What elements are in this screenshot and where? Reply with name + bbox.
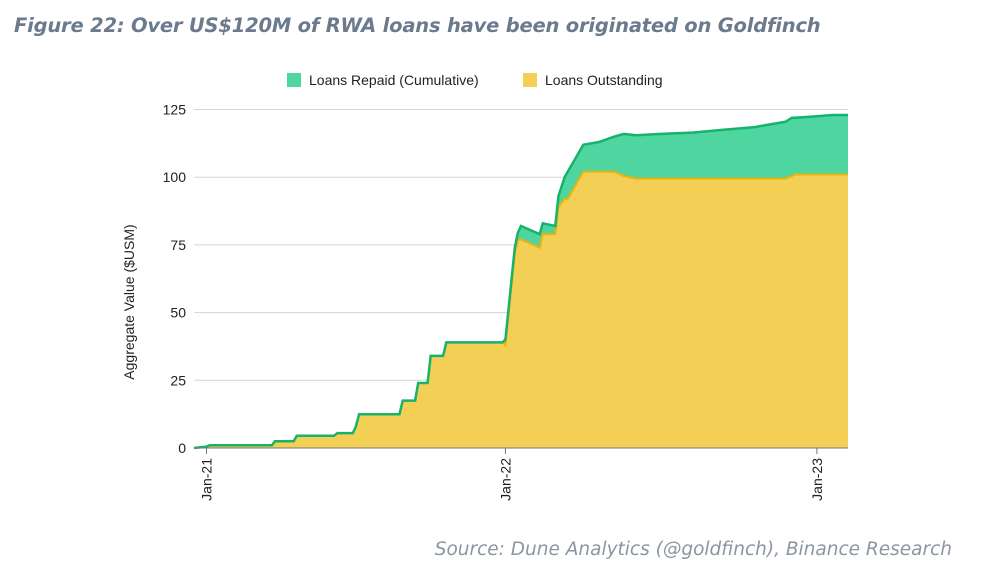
series-area-loans-outstanding	[194, 171, 848, 449]
axes: 0 25 50 75 100 125 Jan-21 Jan-22 Jan-23	[163, 102, 848, 501]
legend: Loans Repaid (Cumulative) Loans Outstandi…	[287, 72, 663, 88]
source-note: Source: Dune Analytics (@goldfinch), Bin…	[434, 539, 952, 560]
y-tick-label-0: 0	[178, 440, 186, 456]
y-tick-label-50: 50	[170, 305, 186, 321]
legend-label-loans-repaid: Loans Repaid (Cumulative)	[309, 72, 479, 88]
y-tick-label-25: 25	[170, 372, 186, 388]
legend-item-loans-outstanding: Loans Outstanding	[523, 72, 663, 88]
area-series	[193, 113, 848, 450]
legend-swatch-loans-outstanding	[523, 73, 537, 87]
x-tick-label-0: Jan-21	[198, 458, 214, 501]
y-axis-title: Aggregate Value ($USM)	[121, 224, 137, 379]
legend-swatch-loans-repaid	[287, 73, 301, 87]
x-tick-label-2: Jan-23	[809, 458, 825, 501]
legend-item-loans-repaid: Loans Repaid (Cumulative)	[287, 72, 479, 88]
series-line-loans-repaid	[193, 113, 848, 450]
legend-label-loans-outstanding: Loans Outstanding	[545, 72, 663, 88]
figure-title: Figure 22: Over US$120M of RWA loans hav…	[14, 14, 821, 37]
y-tick-label-75: 75	[170, 237, 186, 253]
x-tick-label-1: Jan-22	[497, 458, 513, 501]
series-area-loans-repaid	[194, 115, 848, 448]
y-tick-label-125: 125	[163, 102, 187, 118]
y-tick-label-100: 100	[163, 169, 187, 185]
